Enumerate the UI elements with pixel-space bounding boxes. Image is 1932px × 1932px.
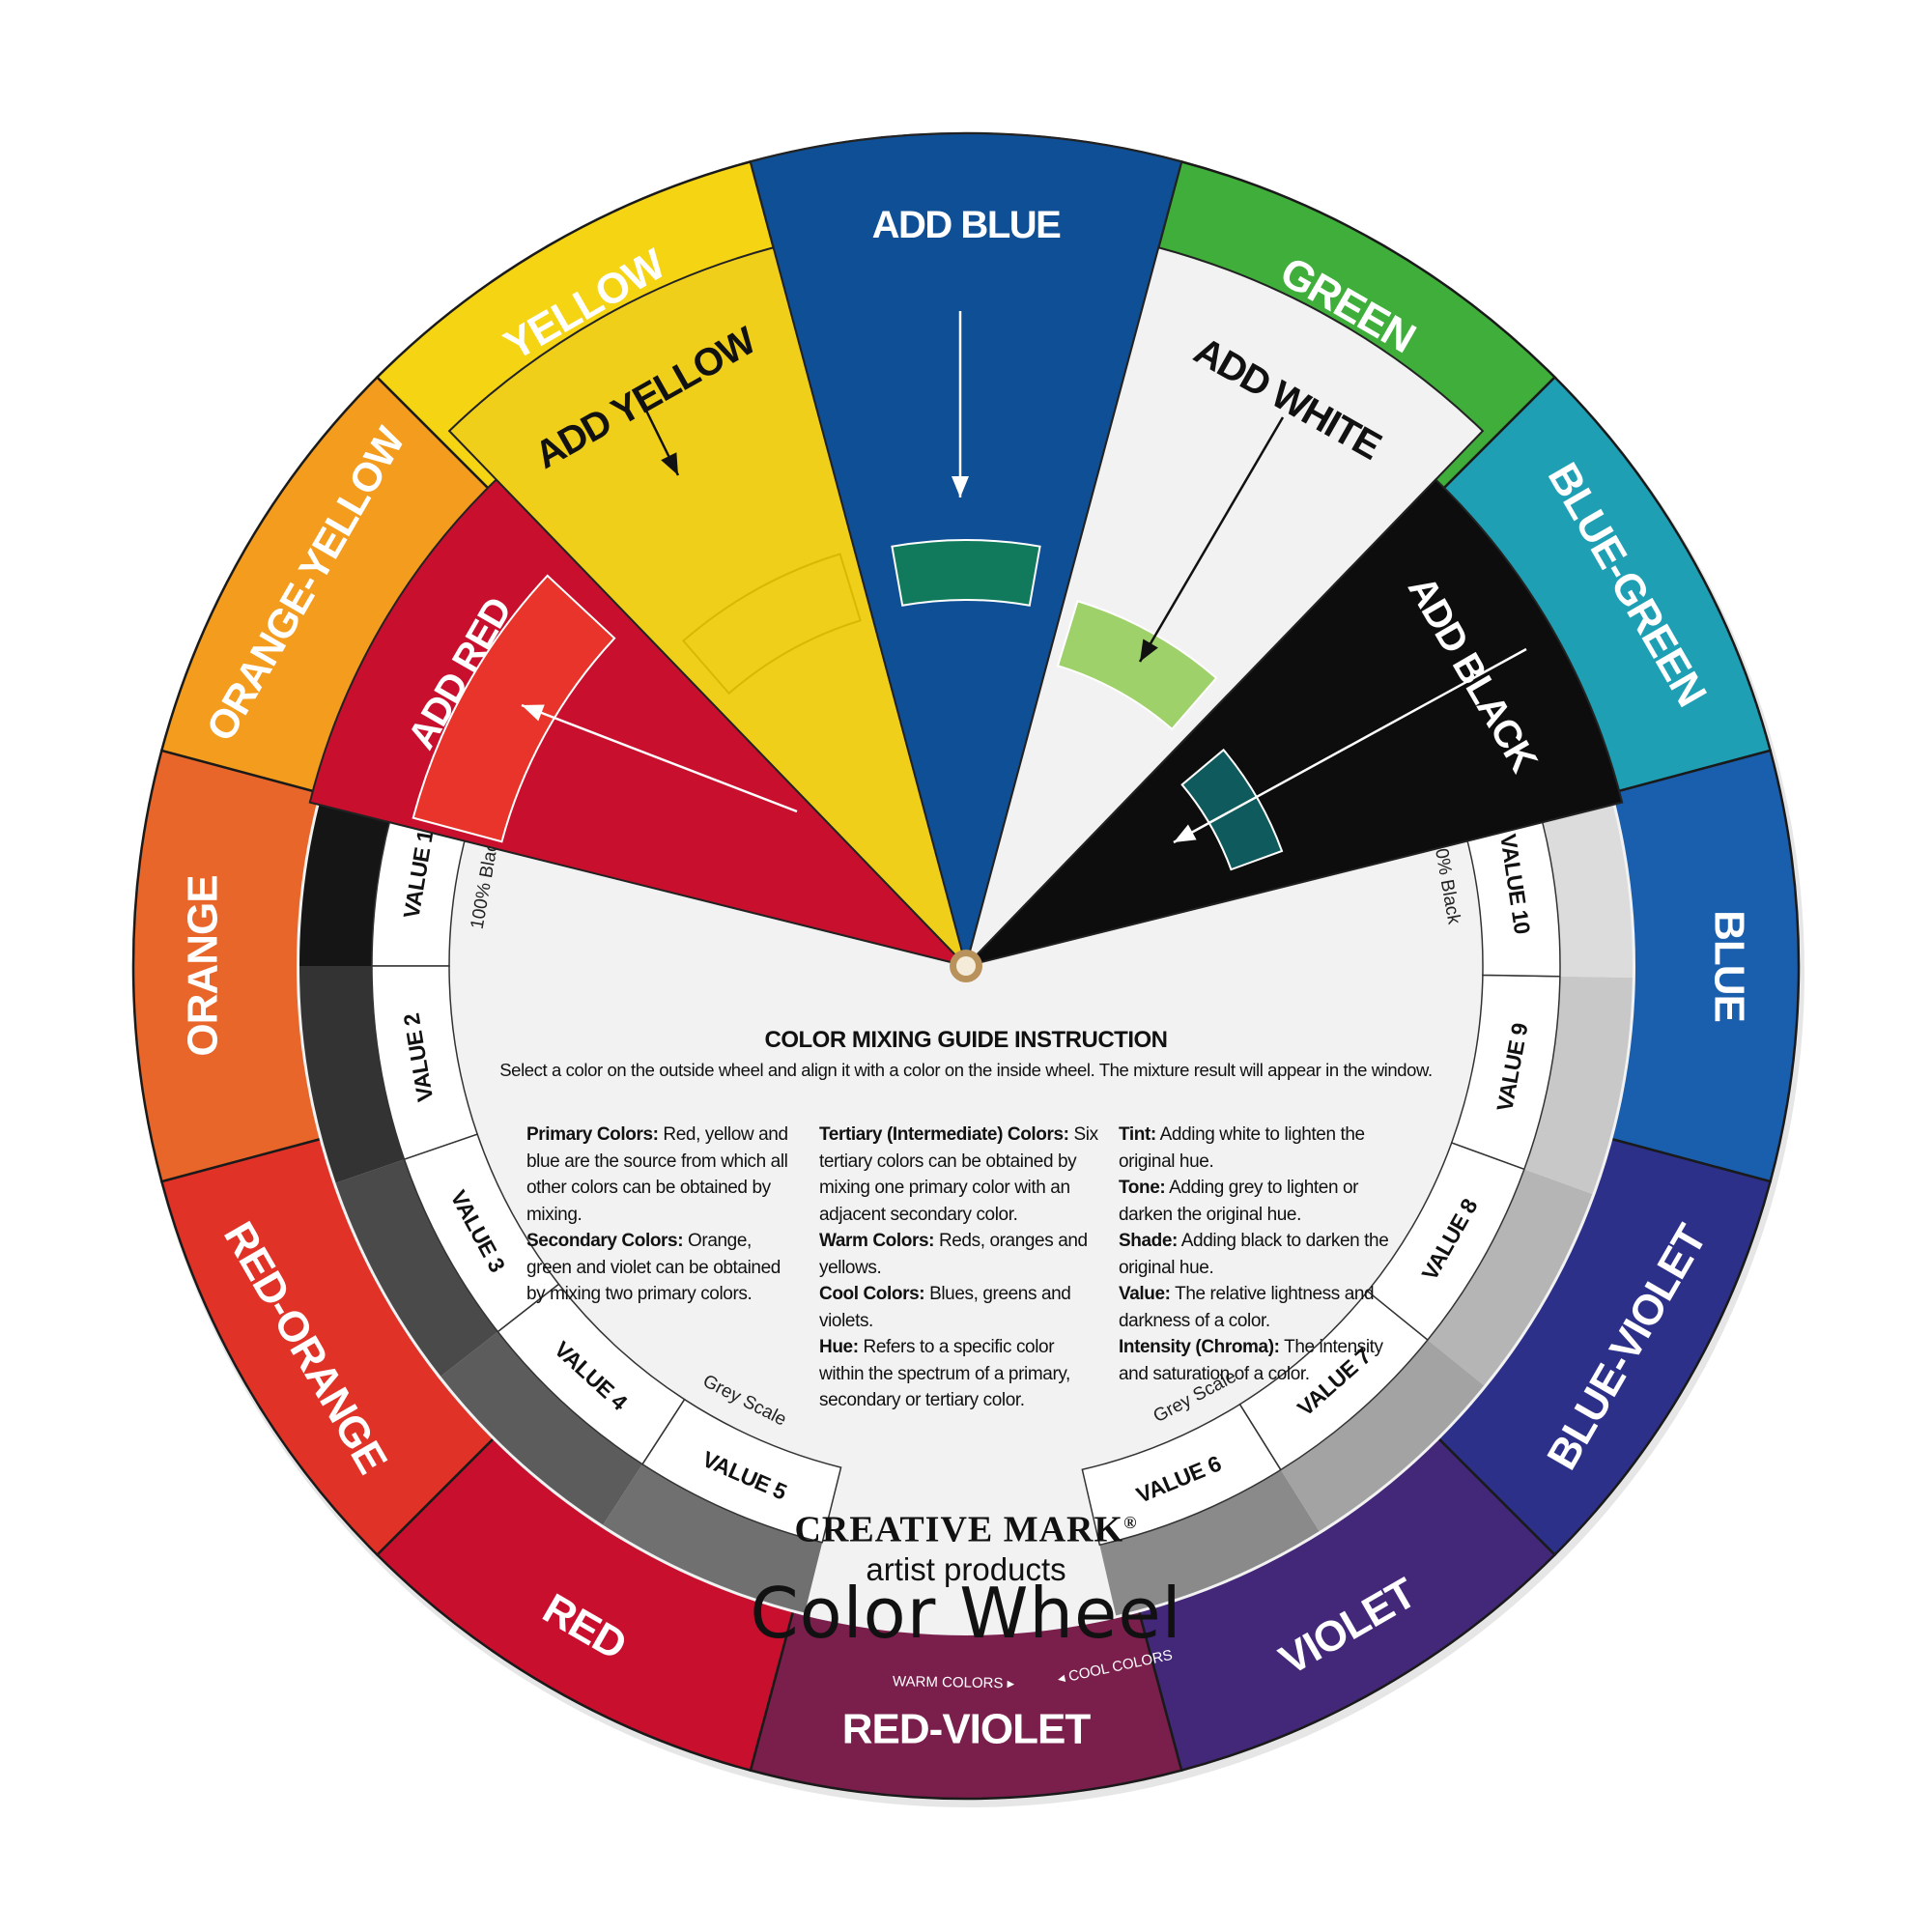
guide-entry: Secondary Colors: Orange, green and viol… bbox=[526, 1228, 797, 1308]
guide-title: COLOR MIXING GUIDE INSTRUCTION bbox=[764, 1027, 1169, 1053]
ring-segment-orange[interactable] bbox=[131, 749, 325, 1183]
ring-segment-blue[interactable] bbox=[1607, 749, 1801, 1183]
arrows bbox=[521, 311, 1527, 844]
guide-definition: Adding black to darken the original hue. bbox=[1119, 1231, 1389, 1278]
wedge-label-add-blue: ADD BLUE bbox=[872, 204, 1061, 246]
guide-term: Shade: bbox=[1119, 1231, 1178, 1251]
value-segment-8: VALUE 8 bbox=[1366, 1142, 1593, 1386]
guide-definition: Blues, greens and violets. bbox=[819, 1284, 1071, 1331]
window-add-red bbox=[412, 574, 616, 843]
guide-entry: Primary Colors: Red, yellow and blue are… bbox=[526, 1122, 797, 1228]
wedge-add-white[interactable]: ADD WHITE bbox=[964, 246, 1485, 970]
value-segment-6: VALUE 6 bbox=[1081, 1403, 1320, 1616]
value-segment-4: VALUE 4 bbox=[440, 1283, 686, 1525]
wedge-add-black[interactable]: ADD BLACK bbox=[962, 478, 1624, 968]
value-segment-5: VALUE 5 bbox=[603, 1398, 842, 1613]
guide-entry: Shade: Adding black to darken the origin… bbox=[1119, 1228, 1399, 1281]
wedge-add-yellow[interactable]: ADD YELLOW bbox=[447, 246, 968, 970]
ring-label-blue: BLUE bbox=[1706, 910, 1753, 1022]
arrow-add-yellow bbox=[643, 408, 680, 476]
guide-definition: Red, yellow and blue are the source from… bbox=[526, 1124, 788, 1225]
value-segment-3: VALUE 3 bbox=[335, 1133, 560, 1377]
brand-logo: CREATIVE MARK® artist products bbox=[0, 1502, 1932, 1589]
value-segment-7: VALUE 7 bbox=[1238, 1290, 1485, 1532]
guide-definition: Adding grey to lighten or darken the ori… bbox=[1119, 1178, 1359, 1225]
guide-definition: Orange, green and violet can be obtained… bbox=[526, 1231, 781, 1304]
guide-term: Value: bbox=[1119, 1284, 1171, 1304]
guide-term: Tertiary (Intermediate) Colors: bbox=[819, 1124, 1069, 1145]
brand-name-text: CREATIVE MARK bbox=[794, 1509, 1124, 1550]
guide-entry: Warm Colors: Reds, oranges and yellows. bbox=[819, 1228, 1099, 1281]
guide-term: Hue: bbox=[819, 1337, 859, 1357]
guide-term: Intensity (Chroma): bbox=[1119, 1337, 1280, 1357]
guide-intro: Select a color on the outside wheel and … bbox=[499, 1060, 1433, 1080]
brand-name: CREATIVE MARK® bbox=[0, 1502, 1932, 1550]
guide-definition: Reds, oranges and yellows. bbox=[819, 1231, 1088, 1278]
guide-definition: The intensity and saturation of a color. bbox=[1119, 1337, 1383, 1384]
value-segment-2: VALUE 2 bbox=[299, 965, 479, 1183]
center-rivet bbox=[950, 950, 982, 982]
guide-term: Warm Colors: bbox=[819, 1231, 935, 1251]
window-add-white bbox=[1056, 600, 1218, 731]
guide-column-2: Tertiary (Intermediate) Colors: Six tert… bbox=[819, 1122, 1099, 1414]
arrow-add-blue bbox=[952, 311, 969, 497]
guide-definition: Refers to a specific color within the sp… bbox=[819, 1337, 1070, 1410]
guide-entry: Tone: Adding grey to lighten or darken t… bbox=[1119, 1175, 1399, 1228]
guide-definition: Six tertiary colors can be obtained by m… bbox=[819, 1124, 1098, 1225]
value-segment-9: VALUE 9 bbox=[1450, 974, 1633, 1194]
guide-entry: Value: The relative lightness and darkne… bbox=[1119, 1281, 1399, 1334]
mixing-guide: COLOR MIXING GUIDE INSTRUCTION Select a … bbox=[425, 1027, 1507, 1410]
warm-colors-note-bottom: WARM COLORS ▸ bbox=[893, 1673, 1015, 1691]
ring-label-red-violet: RED-VIOLET bbox=[842, 1706, 1092, 1753]
guide-entry: Tint: Adding white to lighten the origin… bbox=[1119, 1122, 1399, 1175]
window-add-yellow bbox=[681, 553, 862, 696]
guide-entry: Cool Colors: Blues, greens and violets. bbox=[819, 1281, 1099, 1334]
guide-term: Secondary Colors: bbox=[526, 1231, 684, 1251]
ring-label-orange: ORANGE bbox=[180, 875, 227, 1056]
arrow-add-black bbox=[1173, 647, 1527, 844]
guide-term: Tone: bbox=[1119, 1178, 1166, 1198]
guide-entry: Hue: Refers to a specific color within t… bbox=[819, 1334, 1099, 1414]
guide-column-1: Primary Colors: Red, yellow and blue are… bbox=[526, 1122, 797, 1308]
guide-entry: Intensity (Chroma): The intensity and sa… bbox=[1119, 1334, 1399, 1387]
guide-entry: Tertiary (Intermediate) Colors: Six tert… bbox=[819, 1122, 1099, 1228]
arrow-add-red bbox=[521, 703, 798, 813]
guide-column-3: Tint: Adding white to lighten the origin… bbox=[1119, 1122, 1399, 1387]
guide-term: Cool Colors: bbox=[819, 1284, 925, 1304]
product-title: Color Wheel bbox=[750, 1573, 1182, 1654]
window-add-blue bbox=[891, 539, 1041, 607]
guide-definition: The relative lightness and darkness of a… bbox=[1119, 1284, 1375, 1331]
brand-subtitle: artist products bbox=[866, 1550, 1066, 1587]
guide-term: Primary Colors: bbox=[526, 1124, 659, 1145]
guide-term: Tint: bbox=[1119, 1124, 1156, 1145]
arrow-add-white bbox=[1138, 416, 1285, 663]
brand-registered-mark: ® bbox=[1123, 1513, 1138, 1532]
guide-definition: Adding white to lighten the original hue… bbox=[1119, 1124, 1365, 1172]
